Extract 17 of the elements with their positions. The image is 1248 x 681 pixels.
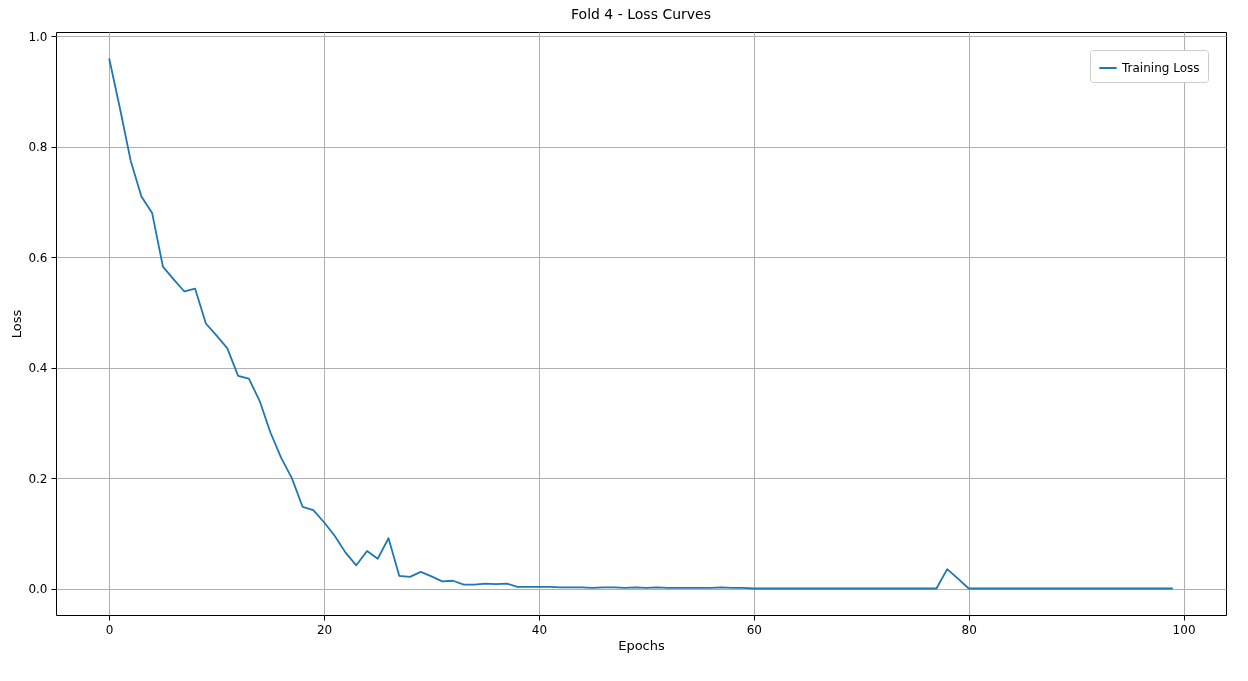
chart-title: Fold 4 - Loss Curves [571,6,711,23]
x-tick-label: 0 [105,622,114,637]
line-series [108,57,1174,590]
x-axis-title: Epochs [618,637,666,653]
y-axis-title: Loss [9,309,25,339]
y-tick-label: 0.0 [28,582,48,596]
x-tick-label: 20 [316,622,333,637]
x-tick-label: 80 [961,622,977,637]
y-tick-label: 1.0 [28,29,48,44]
legend-label: Training Loss [1121,61,1200,75]
x-tick-label: 40 [531,622,548,637]
x-tick-label: 60 [746,622,762,637]
y-tick-label: 0.8 [28,140,48,155]
y-tick-label: 0.2 [28,471,48,486]
y-tick-label: 0.4 [28,361,48,376]
y-tick-label: 0.6 [28,250,48,265]
x-tick-label: 100 [1172,622,1196,637]
